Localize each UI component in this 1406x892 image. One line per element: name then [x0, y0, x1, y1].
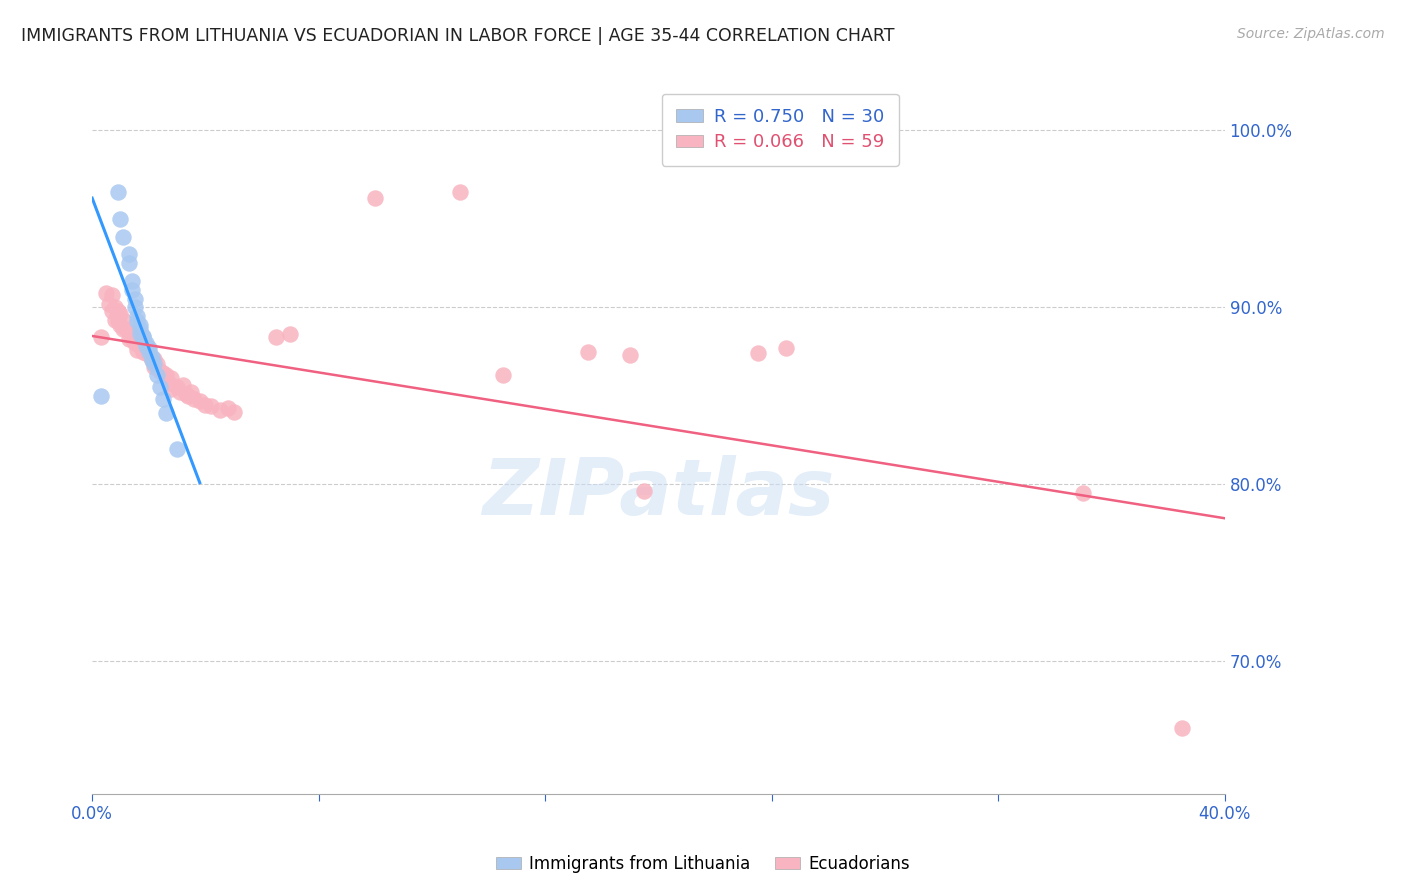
- Point: [143, 360, 166, 375]
- Point: [160, 371, 183, 385]
- Point: [138, 348, 160, 362]
- Point: [449, 186, 471, 200]
- Point: [149, 364, 172, 378]
- Point: [169, 385, 191, 400]
- Point: [132, 344, 155, 359]
- Point: [127, 332, 149, 346]
- Point: [141, 350, 163, 364]
- Point: [107, 304, 129, 318]
- Point: [188, 394, 211, 409]
- Point: [118, 247, 141, 261]
- Point: [174, 387, 197, 401]
- Point: [172, 378, 194, 392]
- Text: Source: ZipAtlas.com: Source: ZipAtlas.com: [1237, 27, 1385, 41]
- Point: [166, 380, 188, 394]
- Point: [98, 297, 121, 311]
- Point: [124, 292, 146, 306]
- Point: [90, 330, 112, 344]
- Point: [177, 389, 200, 403]
- Point: [143, 357, 166, 371]
- Point: [112, 312, 135, 326]
- Point: [141, 353, 163, 368]
- Point: [143, 351, 166, 366]
- Point: [101, 304, 124, 318]
- Point: [633, 484, 655, 499]
- Point: [124, 335, 146, 350]
- Point: [124, 301, 146, 315]
- Point: [135, 339, 157, 353]
- Point: [129, 326, 152, 341]
- Point: [492, 368, 515, 382]
- Point: [1171, 721, 1194, 735]
- Point: [775, 341, 797, 355]
- Point: [129, 318, 152, 332]
- Point: [121, 283, 143, 297]
- Point: [90, 389, 112, 403]
- Point: [619, 348, 641, 362]
- Point: [576, 344, 599, 359]
- Point: [112, 229, 135, 244]
- Point: [112, 321, 135, 335]
- Point: [107, 186, 129, 200]
- Point: [132, 332, 155, 346]
- Point: [152, 366, 174, 380]
- Point: [129, 321, 152, 335]
- Point: [364, 191, 387, 205]
- Point: [121, 332, 143, 346]
- Point: [160, 382, 183, 396]
- Point: [104, 312, 127, 326]
- Point: [208, 403, 231, 417]
- Point: [264, 330, 287, 344]
- Legend: Immigrants from Lithuania, Ecuadorians: Immigrants from Lithuania, Ecuadorians: [489, 848, 917, 880]
- Point: [127, 309, 149, 323]
- Point: [180, 385, 202, 400]
- Point: [149, 380, 172, 394]
- Point: [1071, 486, 1094, 500]
- Point: [138, 344, 160, 359]
- Point: [146, 368, 169, 382]
- Text: IMMIGRANTS FROM LITHUANIA VS ECUADORIAN IN LABOR FORCE | AGE 35-44 CORRELATION C: IMMIGRANTS FROM LITHUANIA VS ECUADORIAN …: [21, 27, 894, 45]
- Point: [96, 286, 118, 301]
- Legend: R = 0.750   N = 30, R = 0.066   N = 59: R = 0.750 N = 30, R = 0.066 N = 59: [662, 94, 898, 166]
- Point: [157, 376, 180, 391]
- Point: [118, 325, 141, 339]
- Point: [110, 211, 132, 226]
- Point: [135, 335, 157, 350]
- Point: [135, 346, 157, 360]
- Point: [183, 392, 205, 407]
- Point: [121, 274, 143, 288]
- Point: [107, 314, 129, 328]
- Point: [152, 392, 174, 407]
- Point: [200, 400, 222, 414]
- Point: [155, 368, 177, 382]
- Point: [127, 343, 149, 357]
- Text: ZIPatlas: ZIPatlas: [482, 455, 835, 531]
- Point: [141, 353, 163, 368]
- Point: [129, 339, 152, 353]
- Point: [118, 256, 141, 270]
- Point: [280, 326, 302, 341]
- Point: [110, 307, 132, 321]
- Point: [747, 346, 769, 360]
- Point: [127, 314, 149, 328]
- Point: [110, 318, 132, 332]
- Point: [132, 328, 155, 343]
- Point: [146, 357, 169, 371]
- Point: [217, 401, 239, 416]
- Point: [222, 405, 245, 419]
- Point: [166, 442, 188, 456]
- Point: [115, 321, 138, 335]
- Point: [104, 301, 127, 315]
- Point: [118, 332, 141, 346]
- Point: [101, 288, 124, 302]
- Point: [132, 330, 155, 344]
- Point: [155, 407, 177, 421]
- Point: [138, 341, 160, 355]
- Point: [194, 398, 217, 412]
